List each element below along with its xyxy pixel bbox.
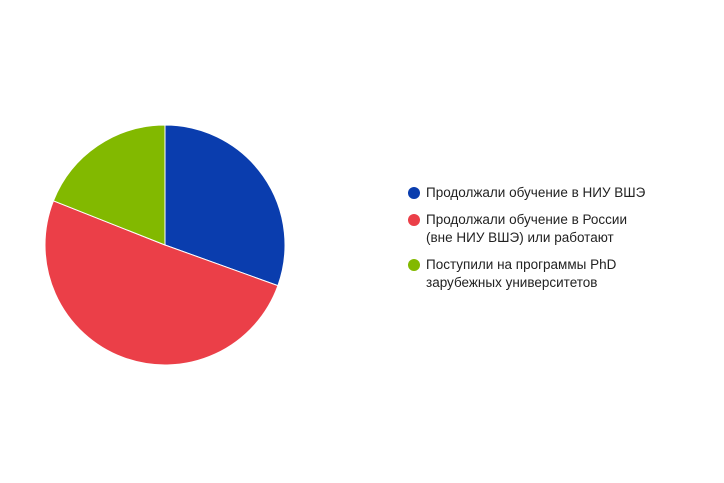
pie-slice-russia — [44, 200, 279, 366]
legend-swatch-hse — [408, 187, 420, 199]
legend-swatch-russia — [408, 214, 420, 226]
legend-label-hse: Продолжали обучение в НИУ ВШЭ — [426, 185, 646, 200]
pie-slice-phd — [52, 124, 166, 246]
legend-label-russia: Продолжали обучение в России (вне НИУ ВШ… — [426, 212, 628, 245]
legend-swatch-phd — [408, 259, 420, 271]
chart-legend: Продолжали обучение в НИУ ВШЭ Продолжали… — [408, 184, 708, 301]
legend-item-russia: Продолжали обучение в России (вне НИУ ВШ… — [408, 211, 708, 247]
legend-item-hse: Продолжали обучение в НИУ ВШЭ — [408, 184, 708, 202]
legend-item-phd: Поступили на программы PhD зарубежных ун… — [408, 256, 708, 292]
legend-label-phd: Поступили на программы PhD зарубежных ун… — [426, 257, 617, 290]
pie-slice-hse — [164, 124, 286, 287]
